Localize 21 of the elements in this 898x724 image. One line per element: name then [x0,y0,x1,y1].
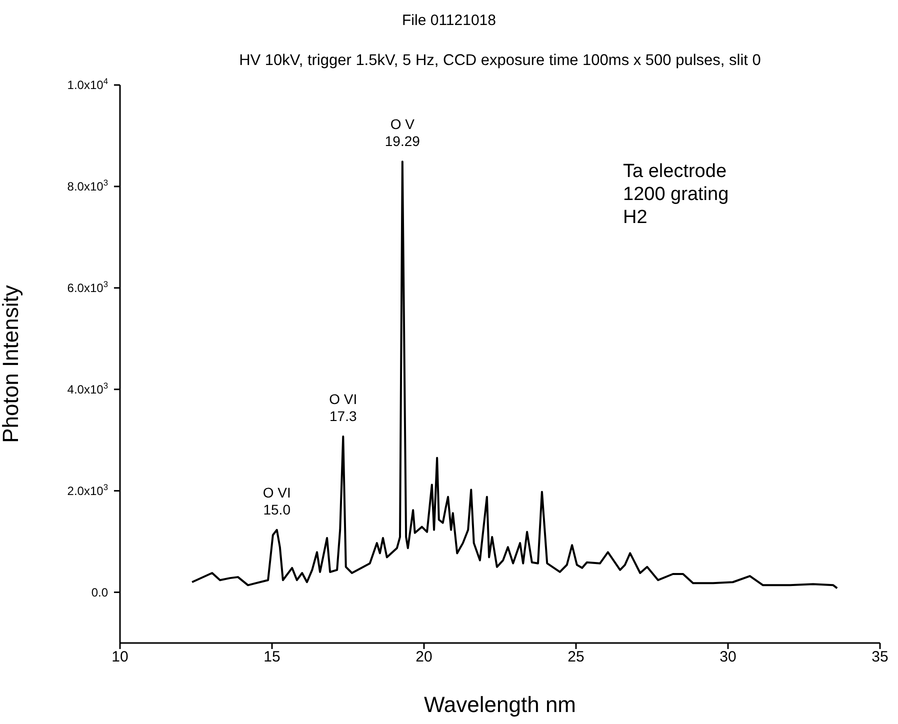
x-tick-label: 30 [720,648,736,666]
x-tick-label: 10 [112,648,128,666]
x-tick-label: 20 [416,648,432,666]
annotation: O VI 17.3 [329,391,358,424]
x-axis-title: Wavelength nm [424,692,576,717]
y-axis-title: Photon Intensity [0,285,23,443]
annotation: O V 19.29 [384,116,420,150]
x-tick-label: 15 [264,648,280,666]
annotation: Ta electrode 1200 grating H2 [623,160,729,229]
x-tick-label: 25 [568,648,584,666]
y-tick-label: 2.0x10$^{3}$ [67,482,108,498]
chart-title: File 01121018 [401,12,497,29]
x-tick-label: 35 [872,648,888,666]
y-tick-label: 8.0x10$^{3}$ [67,177,108,194]
y-tick-label: 0.0 [91,585,108,600]
y-tick-label: 6.0x10$^{3}$ [67,278,108,295]
annotation: O VI 15.0 [262,484,291,518]
chart-subtitle: HV 10kV, trigger 1.5kV, 5 Hz, CCD exposure time 100ms x 500 pulses, slit 0 [238,52,762,70]
y-tick-label: 4.0x10$^{3}$ [67,380,108,396]
line-series [191,160,838,590]
y-tick-label: 1.0x10$^{4}$ [67,76,108,92]
